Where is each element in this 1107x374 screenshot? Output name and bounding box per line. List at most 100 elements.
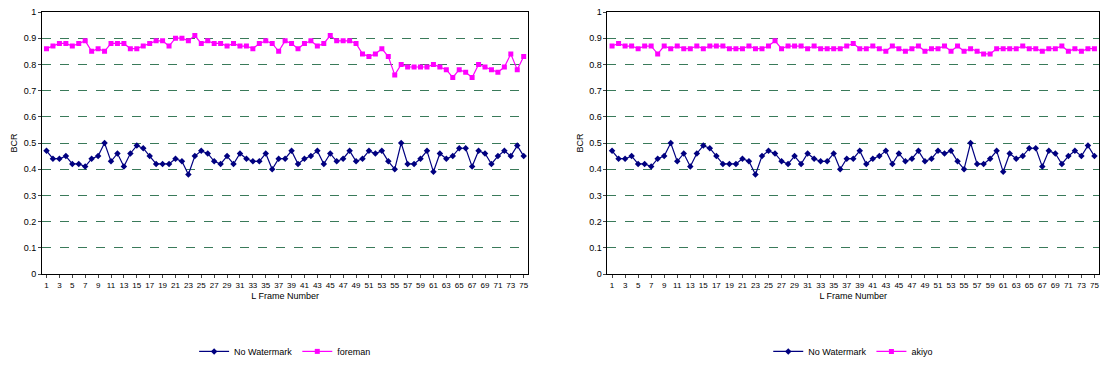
svg-text:75: 75 <box>519 281 528 290</box>
svg-text:0.9: 0.9 <box>589 33 602 43</box>
svg-text:69: 69 <box>1051 281 1060 290</box>
svg-text:47: 47 <box>907 281 916 290</box>
svg-text:0: 0 <box>597 269 602 279</box>
svg-text:1: 1 <box>31 7 36 17</box>
svg-text:19: 19 <box>158 281 167 290</box>
svg-text:67: 67 <box>468 281 477 290</box>
svg-text:33: 33 <box>248 281 257 290</box>
svg-text:55: 55 <box>390 281 399 290</box>
svg-text:0.9: 0.9 <box>24 33 37 43</box>
svg-text:53: 53 <box>377 281 386 290</box>
svg-text:25: 25 <box>764 281 773 290</box>
svg-text:41: 41 <box>300 281 309 290</box>
svg-text:3: 3 <box>57 281 62 290</box>
svg-text:0.6: 0.6 <box>589 112 602 122</box>
svg-text:0.5: 0.5 <box>24 138 37 148</box>
svg-text:59: 59 <box>986 281 995 290</box>
svg-text:15: 15 <box>132 281 141 290</box>
svg-text:61: 61 <box>999 281 1008 290</box>
svg-text:43: 43 <box>881 281 890 290</box>
svg-text:51: 51 <box>934 281 943 290</box>
svg-text:0.1: 0.1 <box>24 243 37 253</box>
svg-text:31: 31 <box>236 281 245 290</box>
svg-text:65: 65 <box>1025 281 1034 290</box>
svg-text:63: 63 <box>1012 281 1021 290</box>
svg-text:67: 67 <box>1038 281 1047 290</box>
svg-text:3: 3 <box>623 281 628 290</box>
svg-text:23: 23 <box>184 281 193 290</box>
svg-text:0.1: 0.1 <box>589 243 602 253</box>
svg-text:BCR: BCR <box>9 133 19 153</box>
svg-text:1: 1 <box>597 7 602 17</box>
svg-text:33: 33 <box>816 281 825 290</box>
svg-text:45: 45 <box>326 281 335 290</box>
svg-text:No Watermark: No Watermark <box>234 347 292 357</box>
svg-text:13: 13 <box>686 281 695 290</box>
svg-text:0.7: 0.7 <box>589 86 602 96</box>
svg-text:71: 71 <box>1064 281 1073 290</box>
svg-text:57: 57 <box>403 281 412 290</box>
svg-text:L Frame Number: L Frame Number <box>819 291 887 301</box>
svg-text:71: 71 <box>493 281 502 290</box>
svg-text:63: 63 <box>442 281 451 290</box>
svg-text:0.6: 0.6 <box>24 112 37 122</box>
svg-text:No Watermark: No Watermark <box>808 347 866 357</box>
svg-text:55: 55 <box>960 281 969 290</box>
svg-text:17: 17 <box>145 281 154 290</box>
svg-text:43: 43 <box>313 281 322 290</box>
svg-text:73: 73 <box>1077 281 1086 290</box>
svg-text:37: 37 <box>842 281 851 290</box>
svg-text:23: 23 <box>751 281 760 290</box>
svg-text:15: 15 <box>699 281 708 290</box>
svg-text:45: 45 <box>894 281 903 290</box>
svg-text:29: 29 <box>790 281 799 290</box>
svg-text:0.4: 0.4 <box>24 164 37 174</box>
svg-text:65: 65 <box>455 281 464 290</box>
svg-text:9: 9 <box>96 281 101 290</box>
svg-text:37: 37 <box>274 281 283 290</box>
svg-text:BCR: BCR <box>575 133 585 153</box>
svg-text:35: 35 <box>829 281 838 290</box>
svg-text:7: 7 <box>83 281 88 290</box>
svg-text:9: 9 <box>662 281 667 290</box>
svg-text:35: 35 <box>261 281 270 290</box>
svg-text:7: 7 <box>649 281 654 290</box>
svg-text:41: 41 <box>868 281 877 290</box>
svg-text:31: 31 <box>803 281 812 290</box>
svg-text:11: 11 <box>673 281 682 290</box>
svg-text:49: 49 <box>921 281 930 290</box>
svg-text:0.2: 0.2 <box>24 217 37 227</box>
svg-text:0.5: 0.5 <box>589 138 602 148</box>
svg-text:27: 27 <box>210 281 219 290</box>
svg-text:61: 61 <box>429 281 438 290</box>
svg-text:53: 53 <box>947 281 956 290</box>
svg-text:27: 27 <box>777 281 786 290</box>
svg-text:13: 13 <box>119 281 128 290</box>
svg-text:5: 5 <box>636 281 641 290</box>
svg-text:0.3: 0.3 <box>24 191 37 201</box>
svg-text:51: 51 <box>364 281 373 290</box>
svg-text:47: 47 <box>339 281 348 290</box>
svg-text:19: 19 <box>725 281 734 290</box>
svg-text:0.8: 0.8 <box>24 60 37 70</box>
svg-text:0.4: 0.4 <box>589 164 602 174</box>
svg-text:21: 21 <box>171 281 180 290</box>
svg-text:L Frame Number: L Frame Number <box>251 291 319 301</box>
svg-text:0.2: 0.2 <box>589 217 602 227</box>
svg-text:akiyo: akiyo <box>911 347 932 357</box>
svg-text:25: 25 <box>197 281 206 290</box>
svg-text:foreman: foreman <box>337 347 370 357</box>
svg-text:49: 49 <box>352 281 361 290</box>
svg-text:0.8: 0.8 <box>589 60 602 70</box>
svg-text:59: 59 <box>416 281 425 290</box>
svg-text:75: 75 <box>1090 281 1099 290</box>
svg-text:0.7: 0.7 <box>24 86 37 96</box>
svg-text:73: 73 <box>506 281 515 290</box>
svg-text:0.3: 0.3 <box>589 191 602 201</box>
svg-text:1: 1 <box>44 281 49 290</box>
svg-text:39: 39 <box>855 281 864 290</box>
svg-text:69: 69 <box>481 281 490 290</box>
svg-text:21: 21 <box>738 281 747 290</box>
svg-text:17: 17 <box>712 281 721 290</box>
svg-text:1: 1 <box>610 281 615 290</box>
